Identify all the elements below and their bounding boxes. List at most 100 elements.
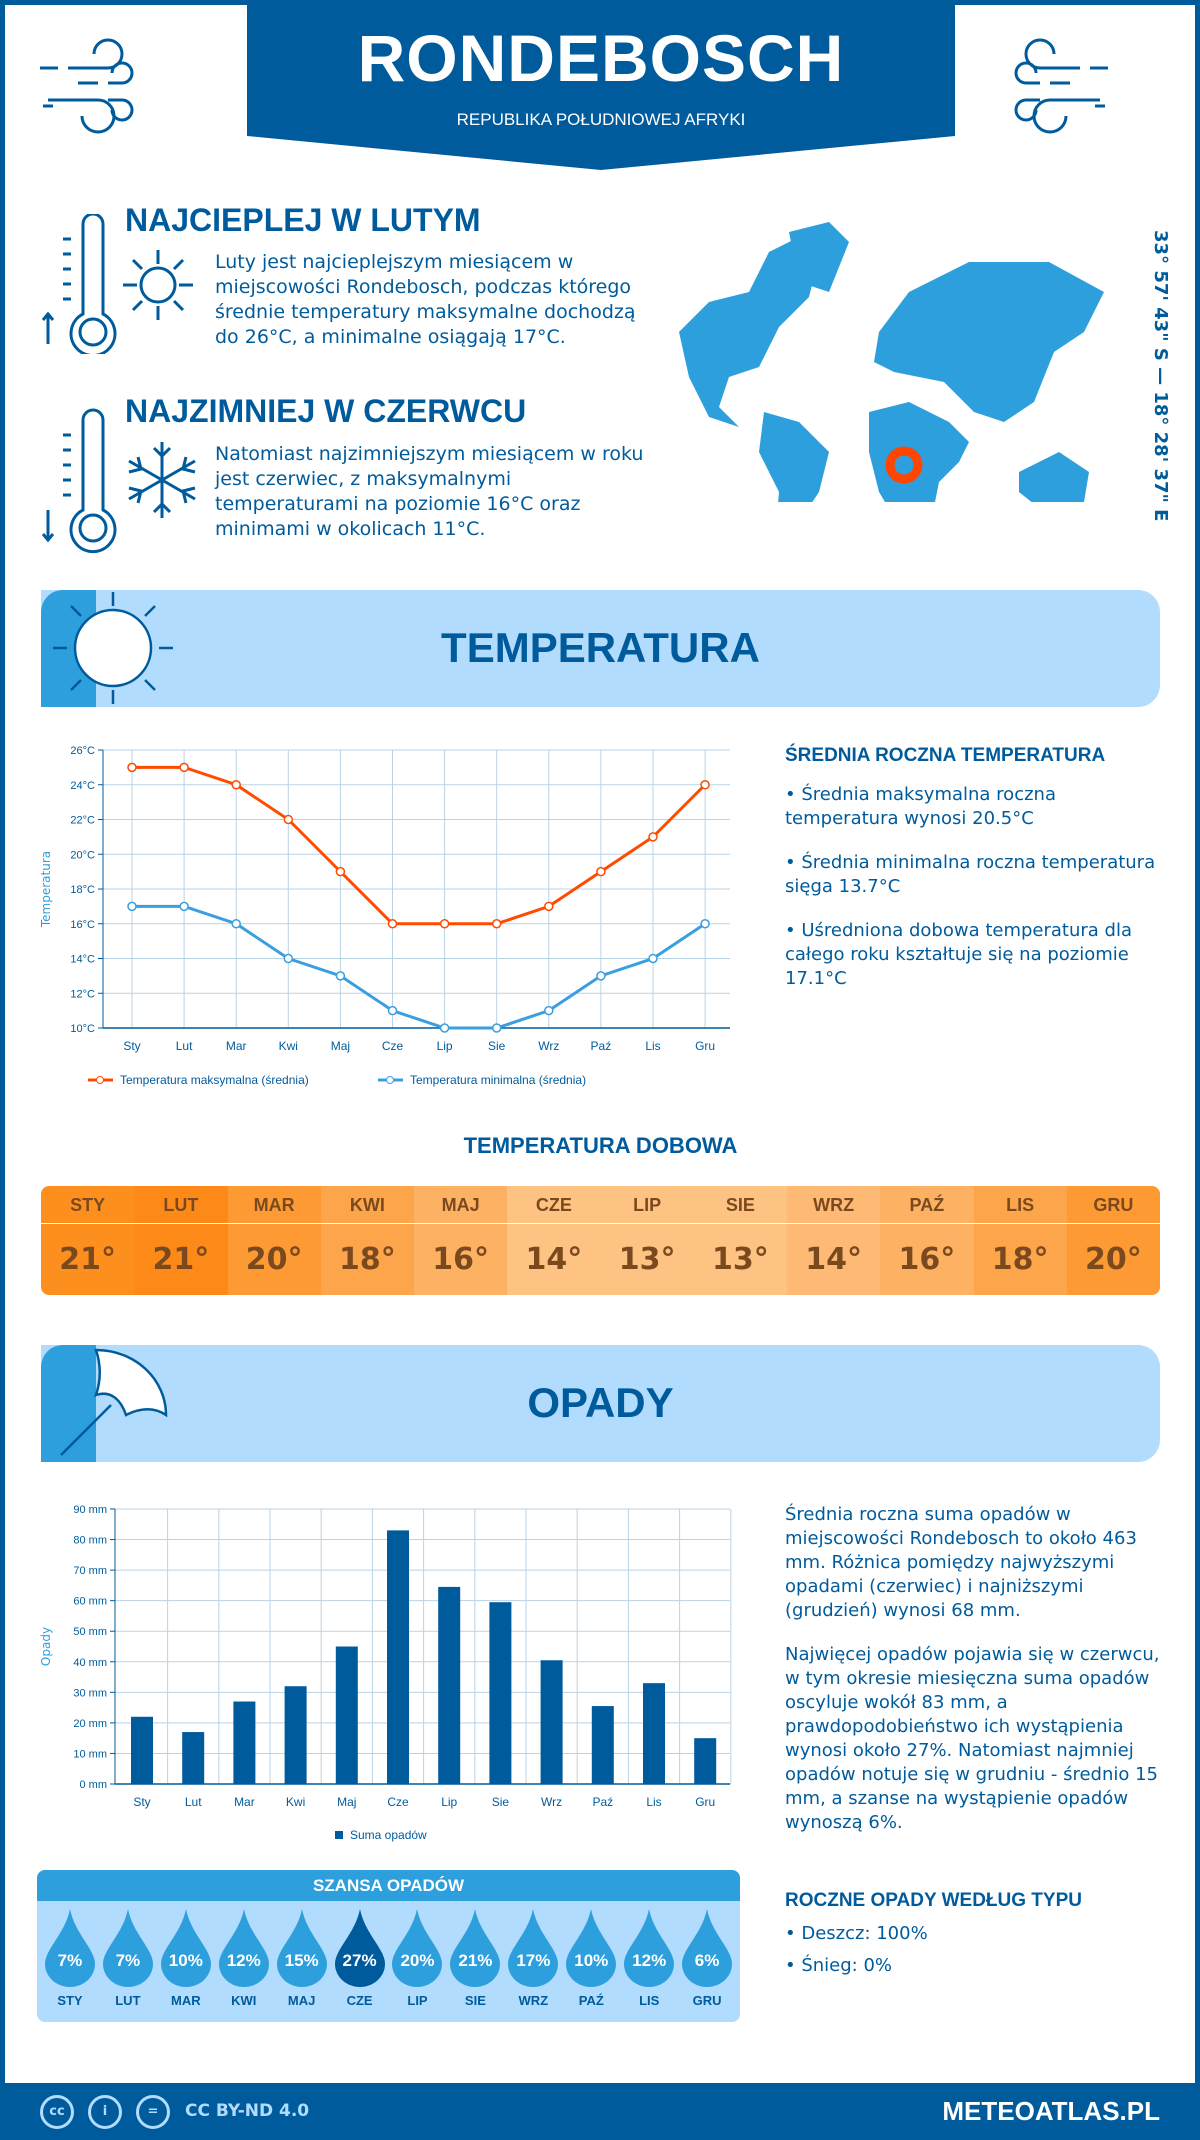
chance-value: 12% bbox=[632, 1951, 667, 1970]
bar bbox=[591, 1706, 614, 1784]
x-tick-label: Sie bbox=[488, 1039, 506, 1053]
daily-col: LIS 18° bbox=[973, 1186, 1067, 1295]
y-tick-label: 40 mm bbox=[73, 1657, 107, 1669]
chance-month: MAJ bbox=[287, 1993, 316, 2008]
daily-value: 16° bbox=[898, 1242, 956, 1277]
chance-value: 10% bbox=[574, 1951, 609, 1970]
south-america bbox=[759, 412, 829, 502]
daily-value: 16° bbox=[432, 1242, 489, 1277]
chance-value: 21% bbox=[458, 1951, 493, 1970]
data-point bbox=[283, 953, 294, 964]
data-point bbox=[700, 919, 710, 929]
daily-temperature-table: STY 21° LUT 21° MAR 20° KWI 18° MAJ 16° CZE 14° LIP 1… bbox=[41, 1186, 1160, 1295]
daily-value: 14° bbox=[805, 1242, 862, 1277]
attribution-icon: i bbox=[88, 2095, 122, 2129]
bar bbox=[438, 1586, 461, 1784]
y-tick-label: 12°C bbox=[70, 988, 95, 1000]
thermometer-hot-icon bbox=[41, 214, 117, 354]
daily-col: CZE 14° bbox=[507, 1186, 601, 1295]
data-point bbox=[179, 762, 189, 773]
data-point bbox=[335, 971, 346, 981]
drop-icon bbox=[218, 1909, 269, 1987]
daily-col: SIE 13° bbox=[693, 1186, 787, 1295]
x-tick-label: Sty bbox=[133, 1795, 150, 1809]
data-point bbox=[544, 1005, 554, 1016]
chance-value: 27% bbox=[342, 1951, 377, 1970]
north-america bbox=[679, 237, 819, 427]
bar bbox=[489, 1602, 512, 1784]
greenland bbox=[789, 222, 849, 292]
chance-item: 6% GRU bbox=[678, 1909, 736, 2008]
license-link[interactable]: CC BY-ND 4.0 bbox=[185, 2101, 310, 2121]
chance-item: 12% KWI bbox=[215, 1909, 273, 2008]
daily-col: MAR 20° bbox=[227, 1186, 321, 1295]
temperature-title: TEMPERATURA bbox=[441, 624, 760, 671]
snowflake-icon bbox=[128, 442, 196, 518]
legend-label: Temperatura maksymalna (średnia) bbox=[120, 1073, 309, 1087]
precip-summary-1: Średnia roczna suma opadów w miejscowośc… bbox=[785, 1504, 1137, 1621]
y-tick-label: 70 mm bbox=[73, 1565, 107, 1577]
drop-icon bbox=[160, 1909, 211, 1987]
y-tick-label: 14°C bbox=[70, 954, 95, 966]
y-tick-label: 30 mm bbox=[73, 1687, 107, 1699]
y-axis-label: Temperatura bbox=[39, 851, 53, 928]
daily-value: 14° bbox=[525, 1242, 583, 1277]
y-tick-label: 24°C bbox=[70, 780, 95, 792]
drop-icon bbox=[508, 1909, 559, 1987]
legend-label: Suma opadów bbox=[350, 1828, 427, 1842]
y-tick-label: 80 mm bbox=[73, 1535, 107, 1547]
x-tick-label: Lip bbox=[441, 1795, 457, 1809]
x-tick-label: Lut bbox=[185, 1795, 202, 1809]
drop-icon bbox=[450, 1909, 501, 1987]
y-tick-label: 0 mm bbox=[80, 1779, 108, 1791]
summary-min: • Średnia minimalna roczna temperatura s… bbox=[785, 852, 1156, 897]
warmest-text: Luty jest najcieplejszym miesiącem w mie… bbox=[215, 251, 636, 348]
chance-month: MAR bbox=[171, 1993, 201, 2008]
daily-month: MAR bbox=[227, 1186, 321, 1224]
header-banner bbox=[247, 0, 955, 170]
sun-icon bbox=[53, 592, 173, 704]
daily-col: LIP 13° bbox=[600, 1186, 694, 1295]
y-tick-label: 60 mm bbox=[73, 1596, 107, 1608]
chance-value: 15% bbox=[284, 1951, 319, 1970]
chance-value: 12% bbox=[226, 1951, 261, 1970]
chance-item: 27% CZE bbox=[331, 1909, 389, 2008]
location-marker bbox=[885, 446, 923, 484]
data-point bbox=[491, 919, 502, 929]
x-tick-label: Sty bbox=[123, 1039, 140, 1053]
x-tick-label: Lis bbox=[645, 1039, 660, 1053]
daily-col: WRZ 14° bbox=[787, 1186, 881, 1295]
daily-month: CZE bbox=[507, 1186, 601, 1224]
legend-label: Temperatura minimalna (średnia) bbox=[410, 1073, 586, 1087]
bar bbox=[182, 1732, 205, 1784]
daily-month: KWI bbox=[320, 1186, 414, 1224]
type-rain: • Deszcz: 100% bbox=[785, 1923, 928, 1944]
y-tick-label: 10 mm bbox=[73, 1748, 107, 1760]
daily-month: LIP bbox=[600, 1186, 694, 1224]
bar bbox=[694, 1738, 717, 1784]
chance-month: SIE bbox=[464, 1993, 486, 2008]
daily-month: MAJ bbox=[414, 1186, 508, 1224]
chance-value: 7% bbox=[115, 1951, 141, 1970]
site-link[interactable]: METEOATLAS.PL bbox=[942, 2096, 1160, 2126]
daily-col: GRU 20° bbox=[1066, 1186, 1160, 1295]
bar bbox=[387, 1530, 409, 1784]
y-axis-label: Opady bbox=[39, 1627, 53, 1666]
data-point bbox=[596, 971, 606, 981]
chance-item: 10% MAR bbox=[157, 1909, 215, 2008]
temperature-summary: ŚREDNIA ROCZNA TEMPERATURA • Średnia mak… bbox=[785, 745, 1175, 1011]
warmest-title: NAJCIEPLEJ W LUTYM bbox=[125, 202, 481, 238]
wind-icon bbox=[40, 38, 134, 134]
thermometer-cold-icon bbox=[41, 408, 117, 554]
chance-item: 15% MAJ bbox=[273, 1909, 331, 2008]
bar bbox=[284, 1686, 307, 1784]
y-tick-label: 20 mm bbox=[73, 1718, 107, 1730]
chance-item: 20% LIP bbox=[389, 1909, 447, 2008]
drop-icon bbox=[392, 1909, 443, 1987]
australia bbox=[1019, 452, 1089, 502]
chance-value: 10% bbox=[168, 1951, 203, 1970]
daily-value: 13° bbox=[712, 1242, 769, 1277]
chance-item: 7% STY bbox=[41, 1909, 99, 2008]
wind-icon-right bbox=[1014, 38, 1108, 134]
precip-types: ROCZNE OPADY WEDŁUG TYPU • Deszcz: 100% … bbox=[785, 1890, 1175, 1978]
